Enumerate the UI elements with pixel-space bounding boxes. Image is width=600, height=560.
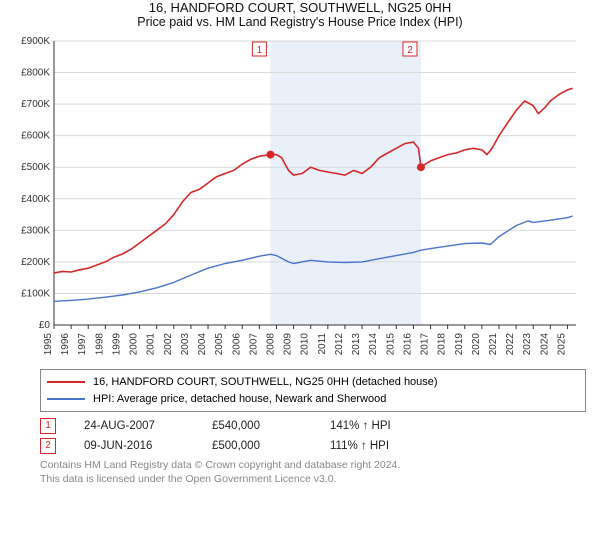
svg-text:2009: 2009 (283, 333, 294, 356)
event-marker: 1 (40, 418, 56, 434)
svg-text:1995: 1995 (43, 333, 54, 356)
svg-text:2015: 2015 (385, 333, 396, 356)
event-row: 1 24-AUG-2007 £540,000 141% ↑ HPI (40, 418, 586, 434)
svg-text:2013: 2013 (351, 333, 362, 356)
footer-line-1: Contains HM Land Registry data © Crown c… (40, 458, 586, 472)
svg-text:1998: 1998 (94, 333, 105, 356)
svg-text:£900K: £900K (21, 36, 50, 47)
svg-text:£300K: £300K (21, 225, 50, 236)
event-hpi: 111% ↑ HPI (330, 440, 389, 452)
svg-text:2002: 2002 (163, 333, 174, 356)
event-price: £540,000 (212, 420, 302, 432)
legend: 16, HANDFORD COURT, SOUTHWELL, NG25 0HH … (40, 369, 586, 412)
svg-text:2011: 2011 (317, 333, 328, 355)
svg-text:2024: 2024 (539, 333, 550, 356)
svg-text:1: 1 (257, 45, 263, 56)
event-table: 1 24-AUG-2007 £540,000 141% ↑ HPI 2 09-JUN-20… (40, 418, 586, 454)
svg-text:2012: 2012 (334, 333, 345, 356)
legend-label-property: 16, HANDFORD COURT, SOUTHWELL, NG25 0HH … (93, 374, 438, 391)
svg-text:2005: 2005 (214, 333, 225, 356)
svg-text:2021: 2021 (488, 333, 499, 356)
event-price: £500,000 (212, 440, 302, 452)
legend-row-hpi: HPI: Average price, detached house, Newa… (47, 391, 579, 408)
svg-text:2006: 2006 (231, 333, 242, 356)
legend-swatch-property (47, 381, 85, 383)
svg-text:2003: 2003 (180, 333, 191, 356)
svg-text:2010: 2010 (300, 333, 311, 356)
svg-text:£400K: £400K (21, 194, 50, 205)
svg-text:2007: 2007 (248, 333, 259, 356)
svg-text:2: 2 (407, 45, 413, 56)
svg-text:£200K: £200K (21, 257, 50, 268)
svg-text:2019: 2019 (454, 333, 465, 356)
svg-text:2017: 2017 (420, 333, 431, 356)
legend-swatch-hpi (47, 398, 85, 400)
svg-text:£0: £0 (39, 320, 51, 331)
event-marker: 2 (40, 438, 56, 454)
svg-text:1997: 1997 (77, 333, 88, 356)
footer: Contains HM Land Registry data © Crown c… (40, 458, 586, 486)
legend-row-property: 16, HANDFORD COURT, SOUTHWELL, NG25 0HH … (47, 374, 579, 391)
svg-text:1999: 1999 (111, 333, 122, 356)
event-row: 2 09-JUN-2016 £500,000 111% ↑ HPI (40, 438, 586, 454)
svg-text:£100K: £100K (21, 288, 50, 299)
svg-text:2004: 2004 (197, 333, 208, 356)
event-date: 09-JUN-2016 (84, 440, 184, 452)
svg-text:1996: 1996 (60, 333, 71, 356)
svg-text:2023: 2023 (522, 333, 533, 356)
footer-line-2: This data is licensed under the Open Gov… (40, 472, 586, 486)
event-date: 24-AUG-2007 (84, 420, 184, 432)
svg-text:2020: 2020 (471, 333, 482, 356)
page-title: 16, HANDFORD COURT, SOUTHWELL, NG25 0HH (0, 0, 600, 15)
svg-text:2016: 2016 (402, 333, 413, 356)
svg-text:2001: 2001 (146, 333, 157, 356)
svg-text:£700K: £700K (21, 99, 50, 110)
svg-text:2008: 2008 (265, 333, 276, 356)
svg-text:2018: 2018 (437, 333, 448, 356)
svg-text:2000: 2000 (129, 333, 140, 356)
svg-text:2022: 2022 (505, 333, 516, 356)
svg-text:£500K: £500K (21, 162, 50, 173)
price-chart: £0 £100K £200K £300K £400K £500K £600K £700K £80… (14, 33, 586, 365)
svg-text:£800K: £800K (21, 68, 50, 79)
legend-label-hpi: HPI: Average price, detached house, Newa… (93, 391, 386, 408)
svg-text:2014: 2014 (368, 333, 379, 356)
page-subtitle: Price paid vs. HM Land Registry's House … (0, 15, 600, 29)
svg-text:£600K: £600K (21, 131, 50, 142)
svg-text:2025: 2025 (556, 333, 567, 356)
event-hpi: 141% ↑ HPI (330, 420, 391, 432)
